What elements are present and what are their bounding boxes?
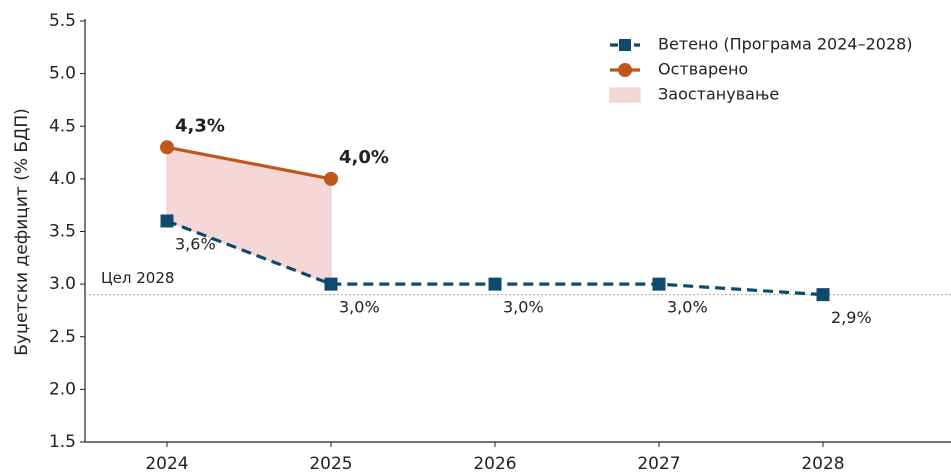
x-tick-label: 2025	[309, 454, 352, 472]
marker	[816, 288, 830, 302]
marker	[160, 214, 174, 228]
y-tick-label: 3.0	[49, 274, 76, 294]
y-tick-label: 4.0	[49, 169, 76, 189]
value-label: 4,3%	[175, 115, 225, 136]
legend-label: Ветено (Програма 2024–2028)	[658, 35, 913, 54]
value-label: 2,9%	[831, 308, 872, 327]
legend-swatch	[609, 87, 641, 103]
reference-label: Цел 2028	[101, 269, 174, 287]
value-label: 3,0%	[667, 298, 708, 317]
y-tick-label: 2.5	[49, 327, 76, 347]
gap-area	[166, 146, 332, 285]
marker	[324, 171, 338, 186]
marker	[652, 277, 666, 291]
value-label: 3,0%	[503, 298, 544, 317]
y-tick-label: 5.5	[49, 11, 76, 31]
legend-marker	[619, 39, 631, 51]
x-tick-label: 2027	[637, 454, 680, 472]
y-tick-label: 2.0	[49, 379, 76, 399]
x-tick-label: 2026	[473, 454, 516, 472]
x-tick-label: 2024	[145, 454, 188, 472]
y-tick-label: 1.5	[49, 432, 76, 452]
marker	[488, 277, 502, 291]
legend-marker	[618, 63, 632, 77]
value-label: 3,0%	[339, 298, 380, 317]
value-label: 3,6%	[175, 234, 216, 253]
y-axis-label: Буџетски дефицит (% БДП)	[12, 108, 32, 356]
y-tick-label: 5.0	[49, 64, 76, 84]
value-label: 4,0%	[339, 147, 389, 168]
x-tick-label: 2028	[801, 454, 844, 472]
y-tick-label: 4.5	[49, 116, 76, 136]
series-line	[166, 145, 332, 181]
marker	[324, 277, 338, 291]
legend-label: Остварено	[658, 60, 748, 79]
y-tick-label: 3.5	[49, 222, 76, 242]
marker	[160, 140, 174, 155]
legend-label: Заостанување	[658, 85, 779, 104]
